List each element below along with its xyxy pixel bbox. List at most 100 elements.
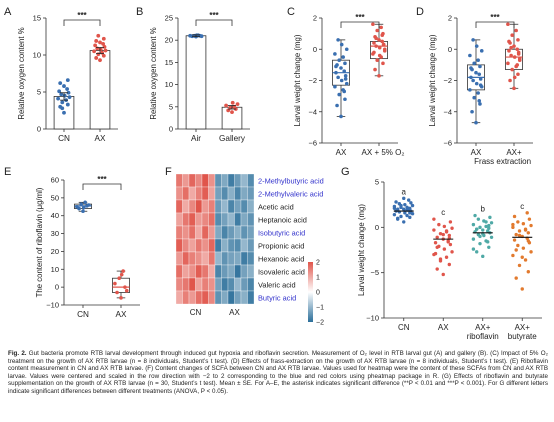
heatmap-cell [188, 264, 196, 279]
data-point-G [438, 231, 443, 236]
heatmap-cell [221, 199, 229, 214]
data-point-G [403, 211, 407, 215]
data-point-D [478, 77, 483, 81]
heatmap-cell [221, 264, 229, 279]
heatmap-cell [195, 186, 203, 201]
data-point-G [520, 255, 524, 259]
heatmap-cell [227, 264, 235, 279]
data-point-C [335, 103, 339, 108]
data-point-G [405, 213, 409, 218]
data-point-D [470, 109, 474, 114]
y-tick-label-G: 5 [375, 178, 379, 187]
data-point-A [60, 100, 65, 105]
heatmap-cell [247, 212, 255, 227]
heatmap-cell [247, 277, 255, 292]
data-point-G [523, 228, 528, 232]
heatmap-row-label: Propionic acid [258, 241, 304, 250]
data-point-G [523, 258, 528, 262]
data-point-G [526, 270, 530, 274]
data-point-G [512, 238, 517, 242]
data-point-G [448, 220, 453, 224]
sig-bracket-E [82, 183, 122, 190]
data-point-C [382, 47, 387, 52]
heatmap-cell [195, 212, 203, 227]
data-point-G [511, 222, 515, 227]
heatmap-cell [182, 290, 190, 305]
heatmap-cell [182, 186, 190, 201]
data-point-A [59, 92, 64, 97]
colorbar-tick-label: 0 [316, 290, 320, 297]
data-point-C [333, 52, 337, 56]
data-point-C [344, 47, 349, 52]
data-point-C [381, 61, 385, 66]
data-point-E [75, 204, 79, 209]
x-tick-label-G: riboflavin [467, 332, 499, 341]
data-point-A [101, 42, 106, 46]
heatmap-cell [188, 186, 196, 201]
data-point-G [527, 217, 532, 221]
data-point-G [514, 248, 518, 252]
heatmap-cell [214, 251, 222, 266]
y-tick-label-G: 0 [375, 223, 379, 232]
data-point-E [124, 288, 129, 293]
heatmap-row-label: Heptanoic acid [258, 215, 307, 224]
heatmap-cell [240, 264, 248, 279]
data-point-D [474, 81, 479, 86]
data-point-G [392, 206, 397, 210]
heatmap-cell [234, 212, 242, 227]
data-point-G [512, 214, 517, 219]
colorbar-tick-label: 2 [316, 260, 320, 267]
heatmap-cell [240, 212, 248, 227]
data-point-D [510, 33, 515, 37]
y-tick-label-C: 2 [313, 14, 317, 23]
data-point-A [56, 96, 61, 101]
data-point-C [336, 75, 340, 80]
data-point-G [529, 250, 533, 254]
y-tick-label-B: 20 [165, 36, 173, 45]
sig-stars-A: *** [77, 11, 87, 20]
heatmap-cell [175, 225, 183, 240]
y-tick-label-D: −6 [443, 139, 452, 148]
y-tick-label-G: −10 [366, 314, 379, 323]
data-point-D [506, 61, 510, 66]
heatmap-cell [234, 264, 242, 279]
data-point-G [444, 255, 449, 259]
heatmap-cell [234, 199, 242, 214]
heatmap-cell [234, 238, 242, 253]
heatmap-cell [195, 173, 203, 188]
heatmap-cell [227, 251, 235, 266]
data-point-E [121, 269, 125, 273]
data-point-G [396, 216, 400, 220]
data-point-C [374, 36, 378, 41]
caption-text: Gut bacteria promote RTB larval developm… [8, 350, 548, 395]
data-point-G [511, 253, 515, 258]
data-point-A [100, 50, 104, 55]
heatmap-row-label: Valeric acid [258, 280, 296, 289]
heatmap-cell [201, 173, 209, 188]
y-tick-label-B: 0 [169, 125, 173, 134]
heatmap-cell [188, 277, 196, 292]
data-point-G [442, 247, 447, 251]
y-tick-label-C: −6 [308, 139, 317, 148]
data-point-G [405, 205, 409, 210]
heatmap-cell [201, 277, 209, 292]
data-point-C [377, 45, 382, 50]
heatmap-cell [182, 199, 190, 214]
data-point-D [516, 50, 521, 55]
data-point-A [65, 87, 70, 91]
data-point-D [515, 63, 520, 67]
data-point-G [520, 287, 524, 291]
heatmap-cell [195, 290, 203, 305]
heatmap-cell [221, 251, 229, 266]
sig-stars-D: *** [490, 13, 500, 22]
colorbar [308, 262, 313, 322]
data-point-D [515, 47, 520, 52]
data-point-D [476, 91, 480, 95]
data-point-B [230, 100, 235, 105]
data-point-C [380, 33, 385, 37]
panel-letter-B: B [136, 6, 143, 18]
heatmap-cell [227, 173, 235, 188]
heatmap-cell [188, 212, 196, 227]
data-point-C [341, 55, 345, 59]
heatmap-col-label: AX [229, 308, 240, 317]
